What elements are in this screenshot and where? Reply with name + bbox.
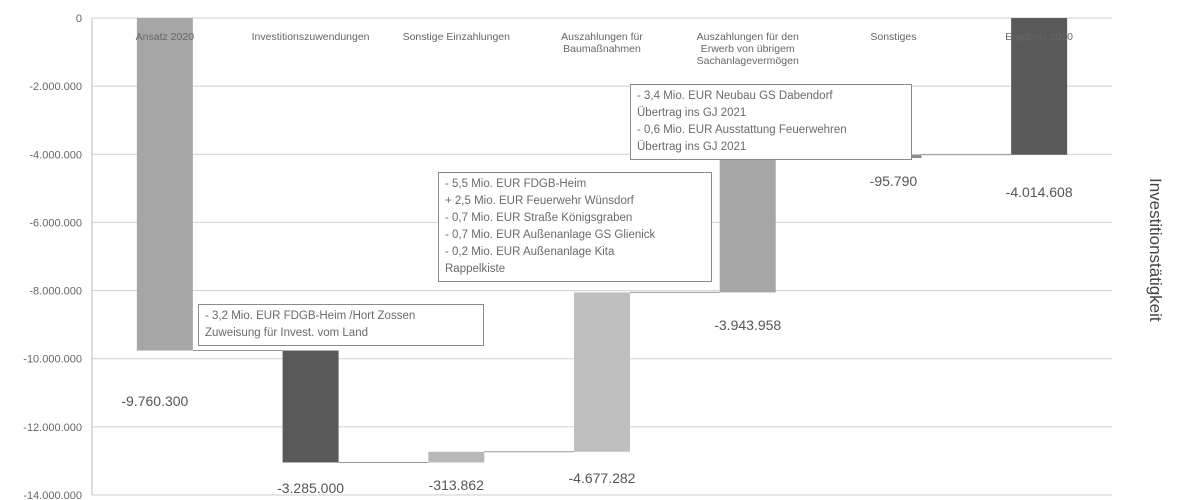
annotation-grant: - 3,2 Mio. EUR FDGB-Heim /Hort Zossen Zu… [198,304,484,346]
data-label: -4.677.282 [569,470,636,486]
bar [719,158,776,293]
category-label: Auszahlungen für Baumaßnahmen [561,31,643,55]
category-label: Sonstige Einzahlungen [403,31,511,43]
y-tick-label: -8.000.000 [29,286,82,298]
annotation-equipment-line-2: Übertrag ins GJ 2021 [637,107,747,119]
annotation-construction-line-2: + 2,5 Mio. EUR Feuerwehr Wünsdorf [445,195,634,207]
y-tick-label: -14.000.000 [23,490,82,500]
category-label: Auszahlungen für den Erwerb von übrigem Sa… [697,31,799,67]
category-label: Sonstiges [870,31,916,43]
y-tick-label: 0 [76,13,82,25]
category-label: Ergebnis 2020 [1005,31,1073,43]
data-label: -3.943.958 [714,317,781,333]
y-tick-label: -4.000.000 [29,149,82,161]
annotation-construction-line-5: - 0,2 Mio. EUR Außenanlage Kita [445,246,615,258]
bar [136,18,193,351]
data-label: -95.790 [870,173,918,189]
bar [428,451,485,463]
annotation-equipment-line-1: - 3,4 Mio. EUR Neubau GS Dabendorf [637,90,833,102]
bar [282,350,339,463]
side-title: Investitionstätigkeit [1146,178,1165,322]
y-tick-label: -2.000.000 [29,81,82,93]
annotation-equipment-line-4: Übertrag ins GJ 2021 [637,141,747,153]
category-label: Investitionszuwendungen [252,31,370,43]
annotation-grant-line-2: Zuweisung für Invest. vom Land [205,327,368,339]
data-label: -3.285.000 [277,480,344,496]
annotation-construction-line-4: - 0,7 Mio. EUR Außenanlage GS Glienick [445,229,656,241]
bar [1011,18,1068,155]
annotation-construction-line-6: Rappelkiste [445,263,506,275]
bar [574,292,630,452]
annotation-construction-line-3: - 0,7 Mio. EUR Straße Königsgraben [445,212,633,224]
y-tick-label: -10.000.000 [23,354,82,366]
y-tick-label: -12.000.000 [23,422,82,434]
annotation-grant-line-1: - 3,2 Mio. EUR FDGB-Heim /Hort Zossen [205,310,416,322]
data-label: -9.760.300 [121,393,188,409]
data-label: -4.014.608 [1006,184,1073,200]
category-label: Ansatz 2020 [136,31,195,43]
annotation-equipment: - 3,4 Mio. EUR Neubau GS Dabendorf Übert… [630,84,912,160]
data-label: -313.862 [429,477,484,493]
y-tick-label: -6.000.000 [29,217,82,229]
annotation-construction-line-1: - 5,5 Mio. EUR FDGB-Heim [445,178,587,190]
annotation-equipment-line-3: - 0,6 Mio. EUR Ausstattung Feuerwehren [637,124,847,136]
annotation-construction: - 5,5 Mio. EUR FDGB-Heim + 2,5 Mio. EUR … [438,172,712,282]
